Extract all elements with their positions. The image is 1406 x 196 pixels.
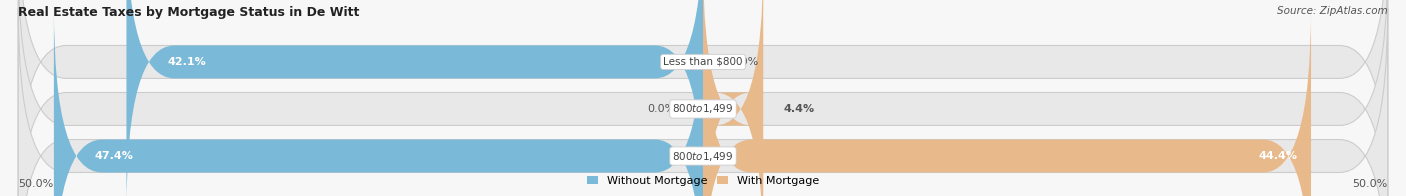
Text: 50.0%: 50.0% — [18, 179, 53, 189]
FancyBboxPatch shape — [53, 8, 703, 196]
Text: Less than $800: Less than $800 — [664, 57, 742, 67]
FancyBboxPatch shape — [18, 8, 1388, 196]
Text: 0.0%: 0.0% — [647, 104, 676, 114]
Text: 0.0%: 0.0% — [730, 57, 759, 67]
Text: Source: ZipAtlas.com: Source: ZipAtlas.com — [1277, 6, 1388, 16]
FancyBboxPatch shape — [18, 0, 1388, 196]
Text: 42.1%: 42.1% — [167, 57, 207, 67]
Legend: Without Mortgage, With Mortgage: Without Mortgage, With Mortgage — [582, 172, 824, 191]
Text: 44.4%: 44.4% — [1258, 151, 1298, 161]
Text: 50.0%: 50.0% — [1353, 179, 1388, 189]
Text: 4.4%: 4.4% — [783, 104, 815, 114]
FancyBboxPatch shape — [703, 0, 763, 196]
FancyBboxPatch shape — [703, 8, 1310, 196]
Text: 47.4%: 47.4% — [96, 151, 134, 161]
FancyBboxPatch shape — [18, 0, 1388, 196]
Text: $800 to $1,499: $800 to $1,499 — [672, 150, 734, 162]
FancyBboxPatch shape — [127, 0, 703, 196]
Text: $800 to $1,499: $800 to $1,499 — [672, 103, 734, 115]
Text: Real Estate Taxes by Mortgage Status in De Witt: Real Estate Taxes by Mortgage Status in … — [18, 6, 360, 19]
